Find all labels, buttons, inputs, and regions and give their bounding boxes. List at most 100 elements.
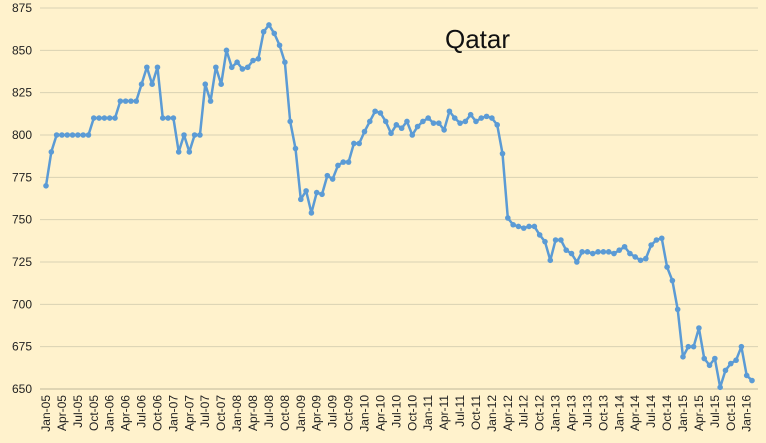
data-point — [106, 115, 113, 121]
y-axis-tick-labels: 650 675 700 725 750 775 800 825 850 875 — [12, 1, 32, 396]
data-point — [669, 277, 676, 284]
x-tick-label: Jan-12 — [485, 395, 499, 432]
data-point — [170, 115, 177, 121]
data-point — [547, 257, 554, 264]
x-tick-label: Oct-09 — [342, 395, 356, 431]
data-point — [643, 255, 649, 262]
x-tick-label: Jul-07 — [198, 395, 212, 428]
data-point — [733, 357, 739, 364]
x-tick-label: Jan-14 — [612, 395, 626, 432]
data-point — [128, 98, 134, 104]
x-tick-label: Jan-16 — [740, 395, 754, 432]
data-point — [165, 115, 171, 121]
x-tick-label: Jul-13 — [580, 395, 594, 428]
data-point — [616, 247, 623, 253]
data-point — [520, 225, 527, 231]
data-point — [282, 59, 288, 65]
data-point — [218, 81, 224, 87]
data-point — [414, 123, 421, 130]
data-point — [292, 145, 299, 152]
data-point — [64, 132, 71, 138]
x-tick-label: Jul-09 — [326, 395, 340, 428]
x-tick-label: Jul-08 — [262, 395, 276, 428]
data-point — [404, 118, 410, 125]
data-point — [234, 59, 240, 65]
data-point — [48, 149, 55, 155]
data-point — [80, 132, 86, 138]
x-tick-label: Apr-05 — [55, 395, 69, 431]
data-point — [563, 247, 570, 253]
data-point — [494, 122, 501, 128]
x-tick-label: Jan-15 — [676, 395, 690, 432]
x-tick-label: Oct-05 — [87, 395, 101, 431]
data-point — [260, 28, 267, 35]
y-tick-label: 850 — [12, 43, 32, 57]
data-point — [287, 118, 293, 125]
data-point — [727, 360, 734, 367]
data-point — [228, 64, 235, 71]
x-tick-label: Oct-06 — [150, 395, 164, 431]
data-point — [101, 115, 108, 121]
data-point — [255, 56, 262, 62]
data-point — [664, 264, 670, 270]
data-point — [122, 98, 129, 104]
data-point — [674, 306, 681, 313]
x-tick-label: Jul-14 — [644, 395, 658, 428]
x-tick-label: Apr-13 — [565, 395, 579, 431]
data-point — [207, 98, 214, 104]
data-point — [420, 118, 426, 125]
data-point — [186, 149, 193, 155]
data-point — [510, 221, 516, 228]
data-point — [144, 64, 150, 71]
series — [43, 22, 755, 391]
data-point — [181, 132, 187, 138]
y-tick-label: 725 — [12, 255, 32, 269]
data-point — [43, 183, 49, 189]
y-tick-label: 675 — [12, 340, 32, 354]
data-point — [653, 237, 660, 243]
data-point — [345, 159, 352, 165]
data-point — [90, 115, 97, 121]
data-point — [250, 57, 256, 64]
data-point — [536, 232, 543, 238]
data-point — [276, 42, 283, 49]
y-tick-label: 800 — [12, 128, 32, 142]
data-point — [558, 237, 564, 243]
data-point — [266, 22, 272, 28]
data-point — [611, 250, 617, 257]
data-point — [138, 81, 145, 87]
data-point — [117, 98, 124, 104]
x-tick-label: Jul-15 — [708, 395, 722, 428]
data-point — [632, 254, 639, 260]
data-point — [446, 108, 453, 115]
data-point — [223, 47, 230, 54]
x-tick-label: Jul-11 — [453, 395, 467, 427]
data-point — [457, 120, 463, 126]
data-point — [356, 140, 362, 147]
chart-title: Qatar — [445, 24, 510, 54]
data-point — [202, 81, 209, 87]
data-point — [722, 367, 729, 374]
x-tick-label: Oct-15 — [724, 395, 738, 431]
data-point — [749, 377, 755, 384]
y-tick-label: 700 — [12, 297, 32, 311]
data-point — [308, 210, 315, 216]
x-tick-label: Jan-07 — [166, 395, 180, 432]
data-point — [324, 172, 331, 179]
x-tick-label: Oct-10 — [405, 395, 419, 431]
data-point — [382, 118, 389, 125]
data-point — [377, 110, 384, 116]
data-point — [526, 223, 532, 230]
x-tick-label: Apr-08 — [246, 395, 260, 431]
data-point — [398, 125, 405, 132]
data-point — [637, 257, 644, 264]
data-point — [505, 215, 511, 221]
data-point — [436, 120, 442, 126]
data-point — [467, 111, 474, 118]
x-tick-label: Jan-08 — [230, 395, 244, 432]
data-point — [489, 115, 495, 121]
data-point — [313, 189, 320, 196]
x-tick-label: Apr-15 — [692, 395, 706, 431]
x-tick-label: Oct-08 — [278, 395, 292, 431]
data-point — [595, 249, 601, 255]
